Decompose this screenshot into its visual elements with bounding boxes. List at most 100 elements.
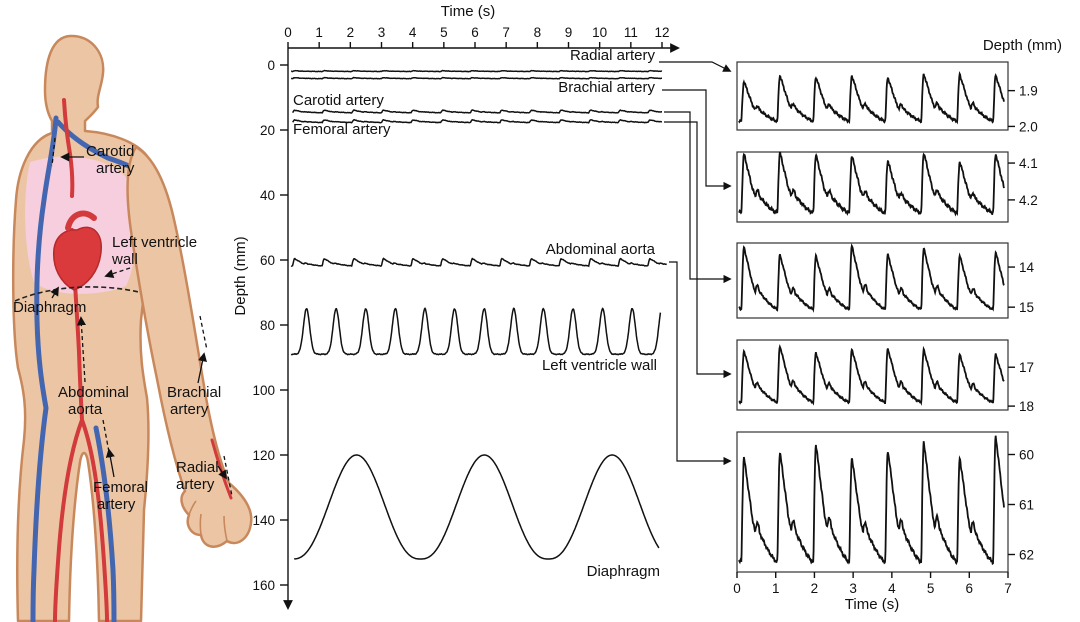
time-tick-label: 2 bbox=[347, 25, 355, 40]
zoom-panel-carotid-artery: 14 15 bbox=[736, 242, 1035, 319]
brachial-pointer-arrow bbox=[197, 352, 207, 384]
connector-arrow-4 bbox=[664, 121, 732, 379]
time-tick-label: 10 bbox=[592, 25, 607, 40]
trace-femoral-artery bbox=[292, 118, 663, 124]
zoom-x-axis: 0 1 2 3 4 5 6 7 bbox=[733, 572, 1012, 596]
time-tick-label: 5 bbox=[440, 25, 448, 40]
carotid-artery-label-line1: Carotid bbox=[86, 143, 134, 160]
brachial-marker-dash bbox=[199, 315, 208, 351]
radial-artery-label-line2: artery bbox=[176, 476, 215, 493]
finger-lines bbox=[188, 500, 228, 542]
left-ventricle-label-line2: wall bbox=[111, 251, 138, 268]
diaphragm-pointer-arrow bbox=[50, 286, 59, 299]
zoom-time-tick-label: 2 bbox=[811, 581, 819, 596]
heart bbox=[53, 226, 102, 291]
zoom-depth-tick-label: 60 bbox=[1019, 448, 1034, 463]
zoom-time-tick-label: 5 bbox=[927, 581, 935, 596]
zoom-panel-frame bbox=[736, 151, 1009, 223]
zoom-panel-frame bbox=[736, 339, 1009, 411]
main-trace-labels: Radial artery Brachial artery Carotid ar… bbox=[293, 47, 660, 580]
carotid-artery-vessel bbox=[62, 98, 75, 198]
brachial-artery-label-line2: artery bbox=[170, 401, 209, 418]
main-axes bbox=[283, 43, 680, 610]
trace-label-diaphragm: Diaphragm bbox=[587, 563, 660, 580]
femoral-artery-label-line1: Femoral bbox=[93, 479, 148, 496]
time-tick-label: 0 bbox=[284, 25, 292, 40]
zoom-time-tick-label: 0 bbox=[733, 581, 741, 596]
depth-tick-label: 0 bbox=[267, 58, 275, 73]
carotid-artery-label-line2: artery bbox=[96, 160, 135, 177]
depth-tick-label: 160 bbox=[252, 578, 275, 593]
aortic-arch bbox=[65, 210, 97, 231]
zoom-time-tick-label: 4 bbox=[888, 581, 896, 596]
trace-left-ventricle-wall bbox=[290, 307, 662, 356]
zoom-panel-radial-artery: 1.9 2.0 bbox=[736, 61, 1038, 134]
abdominal-aorta-pointer-arrow bbox=[76, 316, 86, 383]
zoom-depth-tick-label: 2.0 bbox=[1019, 119, 1038, 134]
zoom-depth-tick-label: 17 bbox=[1019, 360, 1034, 375]
zoom-depth-tick-label: 18 bbox=[1019, 399, 1034, 414]
trace-label-brachial-artery: Brachial artery bbox=[558, 79, 655, 96]
zoom-panel-brachial-artery: 4.1 4.2 bbox=[736, 151, 1038, 223]
femoral-artery-label-line2: artery bbox=[97, 496, 136, 513]
brachial-artery-label-line1: Brachial bbox=[167, 384, 221, 401]
zoom-depth-header: Depth (mm) bbox=[983, 37, 1062, 54]
depth-tick-label: 140 bbox=[252, 513, 275, 528]
diaphragm-dashed-line bbox=[14, 286, 144, 302]
zoom-time-tick-label: 3 bbox=[849, 581, 857, 596]
zoom-panel-frame bbox=[736, 61, 1009, 131]
arm bbox=[126, 145, 253, 548]
connector-arrow-5 bbox=[669, 261, 732, 466]
main-x-ticks: 0 1 2 3 4 5 6 7 8 9 10 11 12 bbox=[284, 25, 670, 48]
zoom-trace bbox=[738, 151, 1005, 217]
zoom-depth-tick-label: 15 bbox=[1019, 300, 1034, 315]
abdominal-aorta-label-line1: Abdominal bbox=[58, 384, 129, 401]
vein-torso-leg bbox=[30, 115, 59, 622]
zoom-trace bbox=[738, 70, 1005, 125]
trace-label-abdominal-aorta: Abdominal aorta bbox=[546, 241, 656, 258]
main-xaxis-title: Time (s) bbox=[441, 3, 495, 20]
connector-arrow-1 bbox=[659, 61, 732, 72]
zoom-depth-tick-label: 14 bbox=[1019, 260, 1035, 275]
zoom-panel-frame bbox=[736, 431, 1009, 573]
depth-tick-label: 120 bbox=[252, 448, 275, 463]
time-tick-label: 8 bbox=[534, 25, 542, 40]
zoom-depth-tick-label: 4.2 bbox=[1019, 193, 1038, 208]
carotid-marker-dash bbox=[51, 137, 56, 167]
trace-diaphragm bbox=[294, 454, 660, 560]
trace-carotid-artery bbox=[292, 108, 662, 114]
depth-tick-label: 20 bbox=[260, 123, 275, 138]
body-diagram: Carotid artery Left ventricle wall Diaph… bbox=[11, 34, 253, 622]
time-tick-label: 6 bbox=[471, 25, 479, 40]
zoom-depth-tick-label: 61 bbox=[1019, 498, 1034, 513]
time-tick-label: 9 bbox=[565, 25, 573, 40]
time-tick-label: 11 bbox=[624, 25, 638, 40]
time-tick-label: 3 bbox=[378, 25, 386, 40]
depth-tick-label: 80 bbox=[260, 318, 275, 333]
diaphragm-label: Diaphragm bbox=[13, 299, 86, 316]
main-yaxis-title: Depth (mm) bbox=[232, 236, 249, 315]
zoom-panel-abdominal-aorta: 60 61 62 bbox=[736, 431, 1034, 573]
trace-label-carotid-artery: Carotid artery bbox=[293, 92, 384, 109]
trace-radial-artery bbox=[290, 69, 663, 73]
depth-tick-label: 100 bbox=[252, 383, 275, 398]
vein-right-leg bbox=[93, 425, 117, 622]
time-tick-label: 1 bbox=[315, 25, 323, 40]
radial-pointer-arrow bbox=[217, 465, 228, 480]
time-tick-label: 12 bbox=[654, 25, 669, 40]
connector-arrows bbox=[659, 61, 732, 466]
zoom-depth-tick-label: 4.1 bbox=[1019, 156, 1038, 171]
zoom-depth-tick-label: 62 bbox=[1019, 548, 1034, 563]
depth-tick-label: 60 bbox=[260, 253, 275, 268]
chest-region bbox=[25, 156, 137, 294]
zoom-xaxis-title: Time (s) bbox=[845, 596, 899, 613]
main-traces bbox=[290, 69, 667, 560]
connector-arrow-2 bbox=[662, 89, 732, 191]
depth-tick-label: 40 bbox=[260, 188, 275, 203]
trace-brachial-artery bbox=[290, 76, 662, 80]
trace-label-femoral-artery: Femoral artery bbox=[293, 121, 391, 138]
zoom-trace bbox=[738, 435, 1005, 566]
